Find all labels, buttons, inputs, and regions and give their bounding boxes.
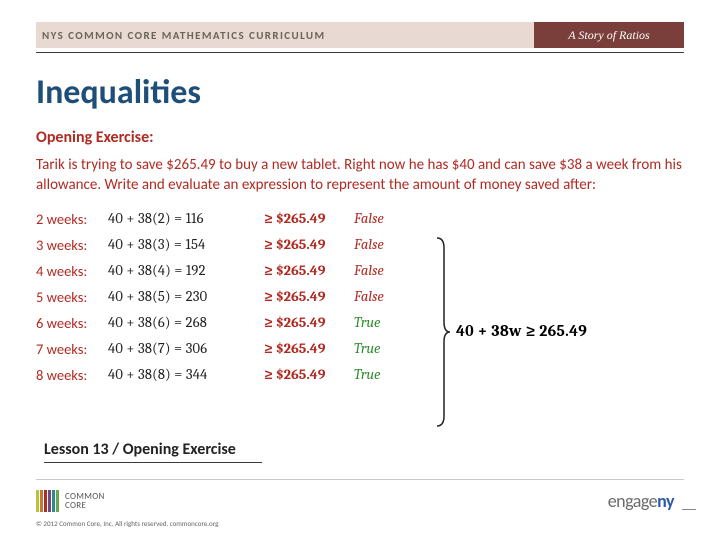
weeks-label: 8 weeks: — [36, 366, 102, 384]
weeks-label: 2 weeks: — [36, 210, 102, 228]
exercise-prompt: Tarik is trying to save $265.49 to buy a… — [36, 155, 684, 196]
exercise-rows: 2 weeks:40 + 38(2) = 116≥ $265.49False3 … — [36, 206, 684, 388]
truth-value: False — [354, 210, 402, 227]
equation: 40 + 38(7) = 306 — [108, 340, 258, 357]
equation: 40 + 38(4) = 192 — [108, 262, 258, 279]
truth-value: False — [354, 262, 402, 279]
exercise-row: 2 weeks: 40 + 38(2) = 116 ≥ $265.49 False — [36, 206, 684, 232]
logo-bar — [52, 490, 55, 512]
truth-value: False — [354, 236, 402, 253]
equation: 40 + 38(8) = 344 — [108, 366, 258, 383]
exercise-row: 4 weeks: 40 + 38(4) = 192 ≥ $265.49 False — [36, 258, 684, 284]
truth-value: False — [354, 288, 402, 305]
weeks-label: 7 weeks: — [36, 340, 102, 358]
comparison: ≥ $265.49 — [264, 366, 348, 383]
truth-value: True — [354, 340, 402, 357]
logo-bars-icon — [36, 490, 59, 512]
page-title: Inequalities — [36, 72, 201, 113]
common-core-logo: COMMON CORE — [36, 490, 105, 512]
header-bar: NYS COMMON CORE MATHEMATICS CURRICULUM A… — [36, 22, 684, 48]
equation: 40 + 38(2) = 116 — [108, 210, 258, 227]
logo-text-2: CORE — [65, 501, 105, 510]
truth-value: True — [354, 314, 402, 331]
comparison: ≥ $265.49 — [264, 262, 348, 279]
comparison: ≥ $265.49 — [264, 236, 348, 253]
ny-text: ny — [657, 490, 674, 512]
exercise-row: 8 weeks: 40 + 38(8) = 344 ≥ $265.49 True — [36, 362, 684, 388]
equation: 40 + 38(3) = 154 — [108, 236, 258, 253]
truth-value: True — [354, 366, 402, 383]
comparison: ≥ $265.49 — [264, 340, 348, 357]
exercise-row: 3 weeks: 40 + 38(3) = 154 ≥ $265.49 False — [36, 232, 684, 258]
weeks-label: 5 weeks: — [36, 288, 102, 306]
equation: 40 + 38(6) = 268 — [108, 314, 258, 331]
logo-bar — [44, 490, 47, 512]
logo-bar — [36, 490, 39, 512]
comparison: ≥ $265.49 — [264, 314, 348, 331]
curriculum-label: NYS COMMON CORE MATHEMATICS CURRICULUM — [36, 22, 534, 48]
comparison: ≥ $265.49 — [264, 210, 348, 227]
story-label: A Story of Ratios — [534, 22, 684, 48]
equation: 40 + 38(5) = 230 — [108, 288, 258, 305]
page-mark — [682, 509, 696, 510]
header-rule — [36, 52, 684, 53]
weeks-label: 6 weeks: — [36, 314, 102, 332]
engage-text: engage — [608, 490, 657, 512]
summary-inequality: 40 + 38w ≥ 265.49 — [456, 322, 587, 340]
exercise-block: Opening Exercise: Tarik is trying to sav… — [36, 128, 684, 388]
copyright: © 2012 Common Core, Inc. All rights rese… — [36, 519, 218, 528]
lesson-rule — [44, 462, 262, 463]
weeks-label: 3 weeks: — [36, 236, 102, 254]
brace-icon — [436, 236, 450, 428]
logo-bar — [48, 490, 51, 512]
lesson-label: Lesson 13 / Opening Exercise — [44, 440, 236, 459]
logo-bar — [56, 490, 59, 512]
engage-ny-logo: engageny — [608, 490, 674, 512]
comparison: ≥ $265.49 — [264, 288, 348, 305]
logo-bar — [40, 490, 43, 512]
exercise-row: 5 weeks: 40 + 38(5) = 230 ≥ $265.49 False — [36, 284, 684, 310]
exercise-heading: Opening Exercise: — [36, 128, 684, 147]
footer-rule — [36, 479, 684, 480]
weeks-label: 4 weeks: — [36, 262, 102, 280]
